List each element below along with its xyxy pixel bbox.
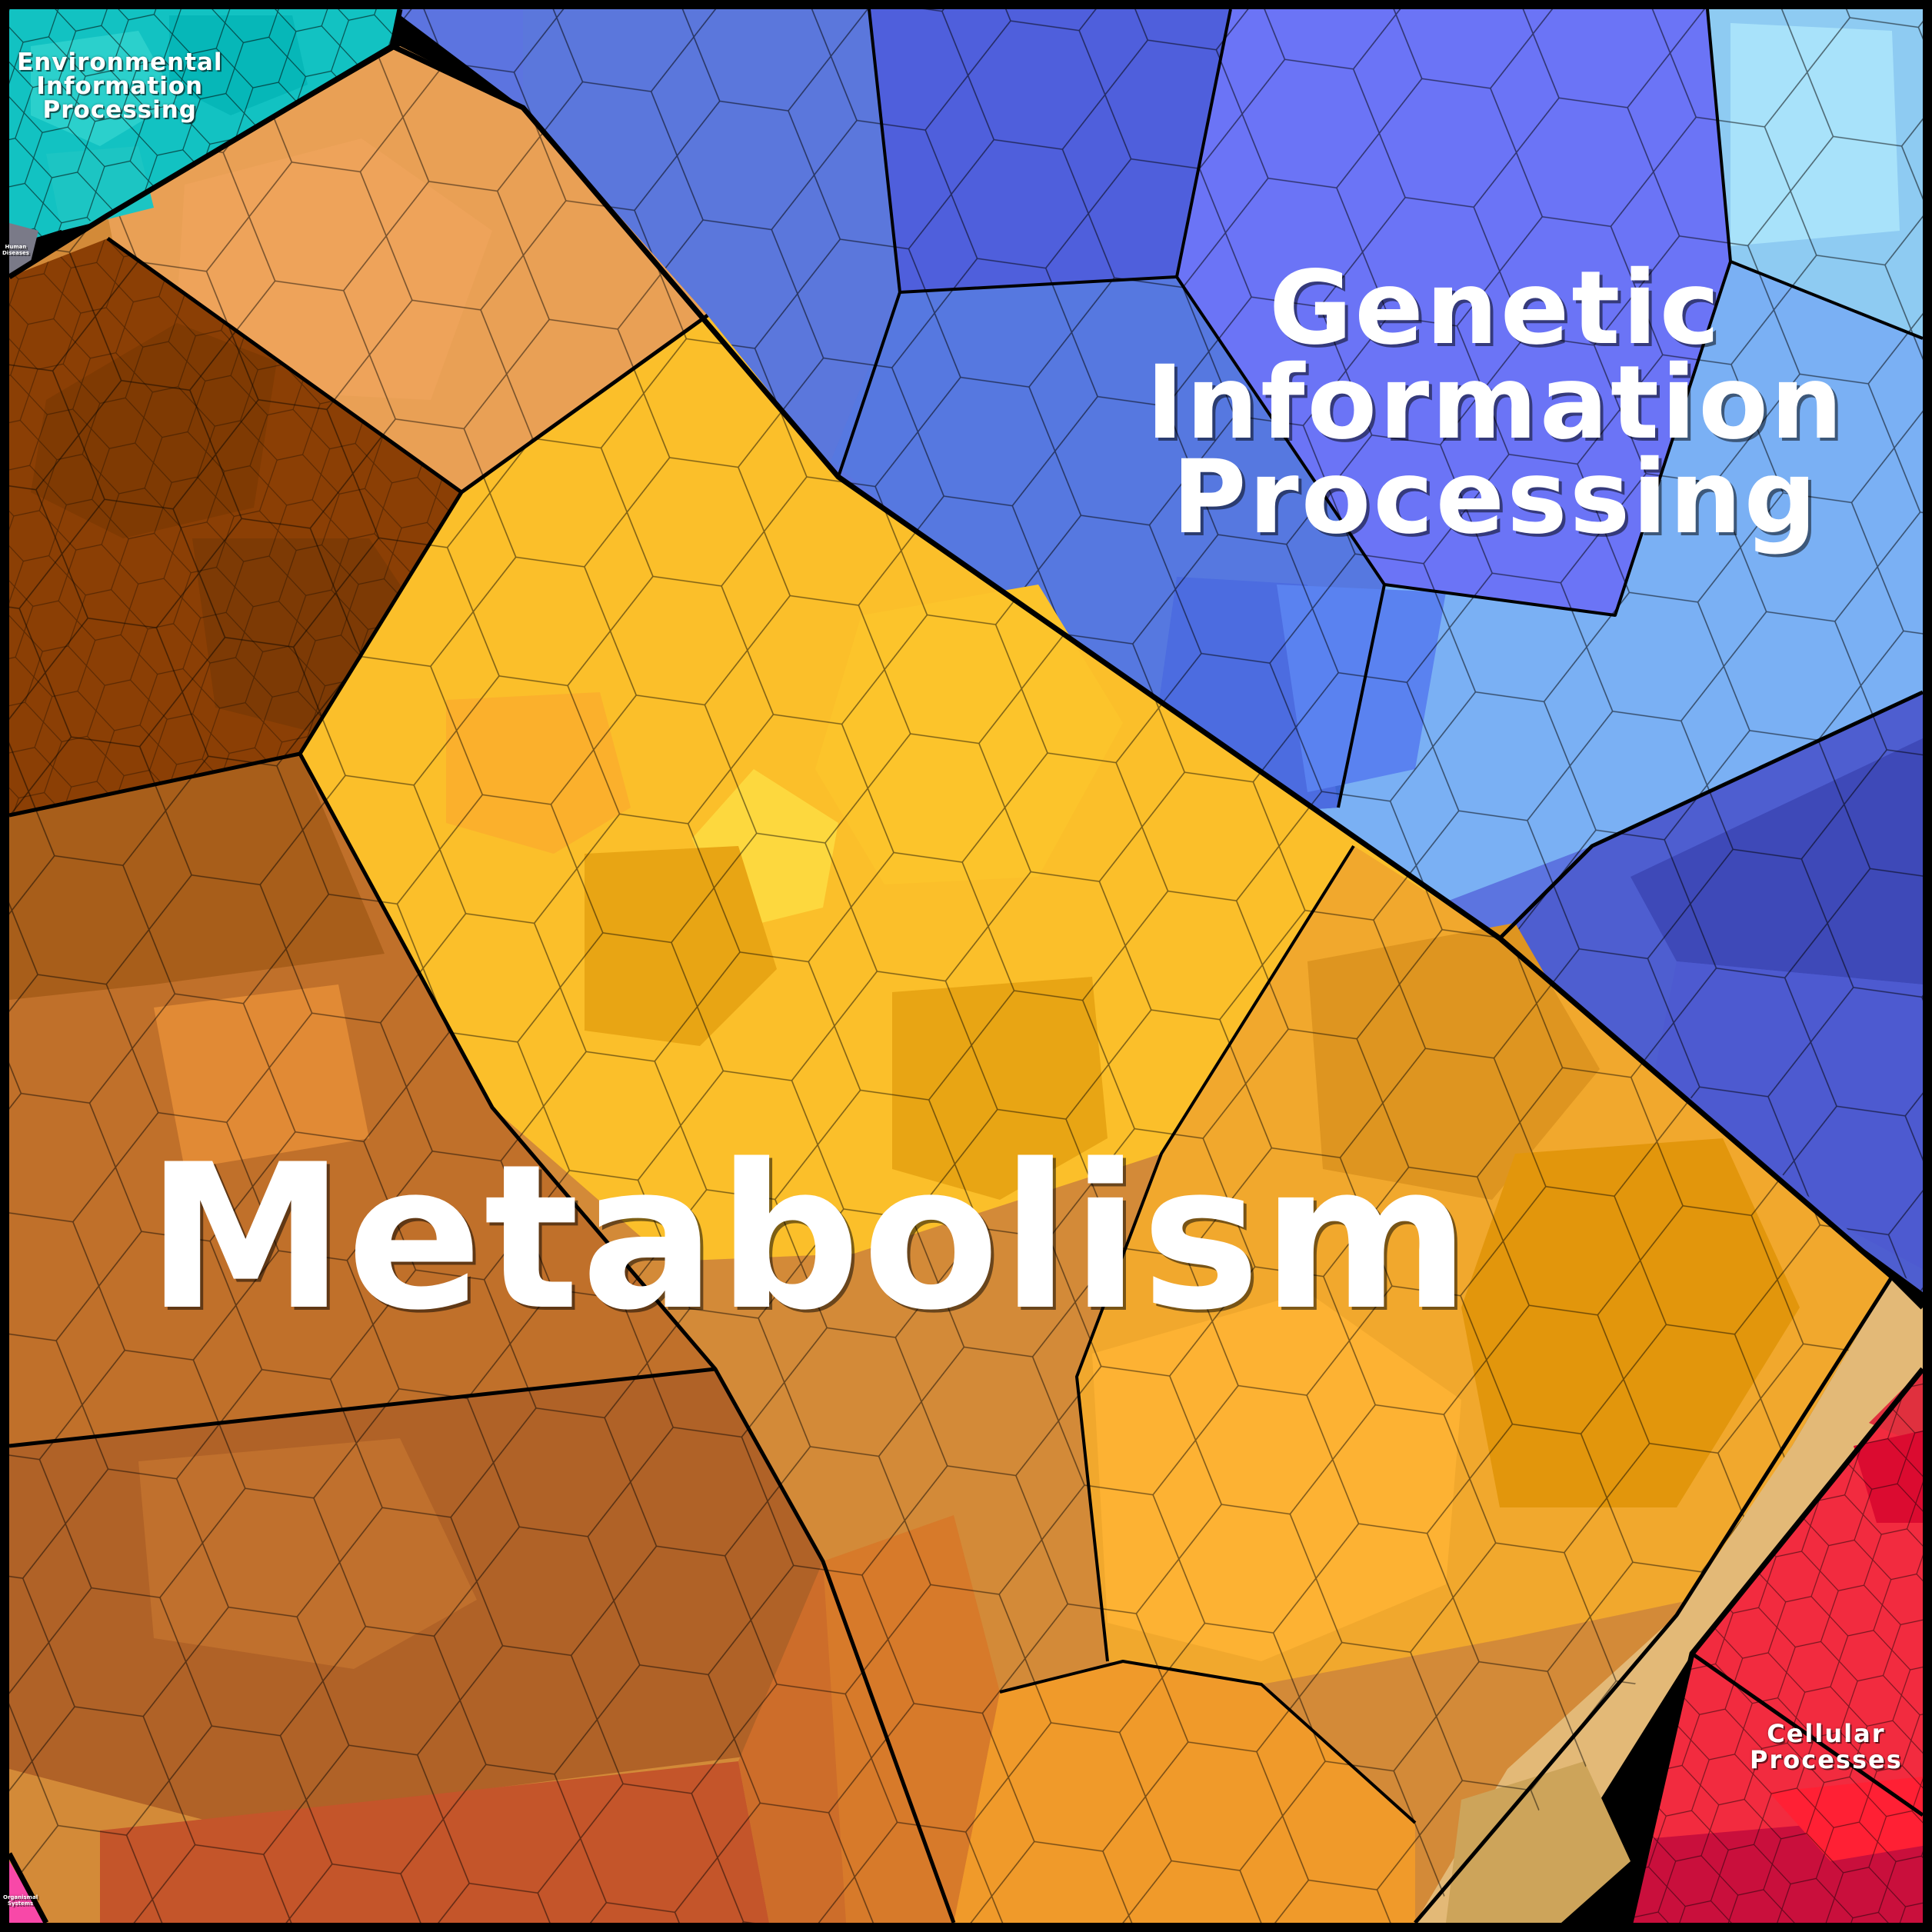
label-line: Diseases — [2, 249, 29, 256]
label-line: Processes — [1750, 1744, 1903, 1774]
label-line: Cellular — [1767, 1719, 1886, 1748]
label-line: Metabolism — [146, 1122, 1472, 1354]
label-organismal-systems: Organismal Systems — [3, 1894, 38, 1907]
label-line: Environmental — [17, 48, 223, 76]
label-line: Genetic — [1268, 249, 1722, 368]
label-line: Organismal — [3, 1894, 38, 1900]
label-environmental-information-processing: Environmental Information Processing — [17, 51, 223, 122]
label-line: Systems — [7, 1900, 34, 1907]
label-line: Human — [5, 244, 27, 250]
label-line: Information — [36, 72, 204, 100]
label-human-diseases: Human Diseases — [2, 244, 29, 256]
label-cellular-processes: Cellular Processes — [1750, 1719, 1903, 1774]
region-human-diseases[interactable] — [9, 223, 38, 277]
label-metabolism: Metabolism — [146, 1138, 1471, 1338]
label-genetic-information-processing: Genetic Information Processing — [1146, 249, 1845, 557]
label-line: Information — [1146, 343, 1845, 462]
label-line: Processing — [1171, 438, 1820, 557]
label-line: Processing — [42, 96, 197, 124]
